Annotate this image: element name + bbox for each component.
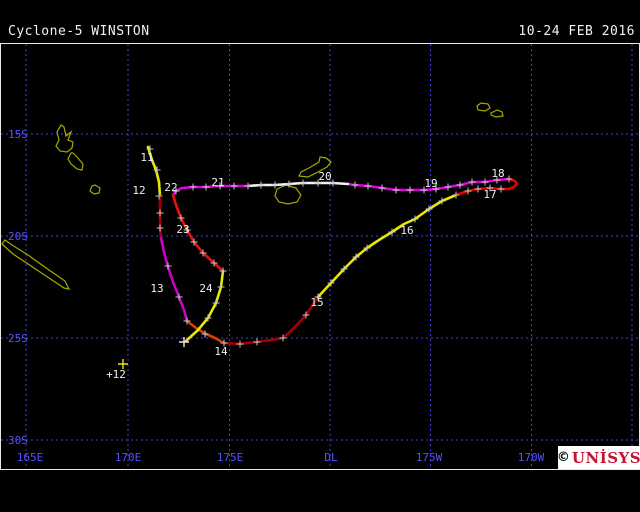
track-segment-cat1-red-14-15 xyxy=(222,295,320,346)
header-bar: Cyclone-5 WINSTON 10-24 FEB 2016 xyxy=(0,0,640,43)
track-segment-cat1-red-22-23 xyxy=(171,193,225,273)
lat-label-15S: 15S xyxy=(8,128,28,141)
map-border xyxy=(0,43,640,470)
track-segment-cat2-magenta-13 xyxy=(159,236,189,323)
grid-layer xyxy=(1,44,639,469)
lon-label-170W: 170W xyxy=(518,451,545,464)
day-label-13: 13 xyxy=(150,282,163,295)
lon-label-165E: 165E xyxy=(17,451,44,464)
lat-label-25S: 25S xyxy=(8,332,28,345)
island-outline-savaii xyxy=(476,102,491,112)
lat-label-20S: 20S xyxy=(8,230,28,243)
copyright-icon: © xyxy=(556,450,570,465)
unisys-logo: © UNİSYS xyxy=(556,446,640,469)
lon-label-175E: 175E xyxy=(217,451,244,464)
day-label-21: 21 xyxy=(211,176,224,189)
day-label-15: 15 xyxy=(310,296,323,309)
island-outline-viti-levu xyxy=(274,184,302,205)
island-outline-vanua-levu xyxy=(298,156,332,178)
lon-label-170E: 170E xyxy=(115,451,142,464)
track-segment-cat1-red-12-13 xyxy=(158,194,163,240)
lat-label-30S: 30S xyxy=(8,434,28,447)
day-label-12: 12 xyxy=(132,184,145,197)
island-outline-new-caledonia xyxy=(1,239,71,290)
cyclone-track xyxy=(146,145,519,346)
island-outline-malakula xyxy=(67,152,84,171)
day-label-23: 23 xyxy=(176,223,189,236)
island-outline-upolu xyxy=(490,109,504,118)
day-label-22: 22 xyxy=(164,181,177,194)
day-label-11: 11 xyxy=(140,151,153,164)
day-label-16: 16 xyxy=(400,224,413,237)
islands-layer xyxy=(1,102,504,290)
map-title: Cyclone-5 WINSTON xyxy=(8,24,150,39)
position-tick-marks xyxy=(146,145,513,348)
day-label-17: 17 xyxy=(483,188,496,201)
date-range: 10-24 FEB 2016 xyxy=(518,24,635,39)
day-label-14: 14 xyxy=(214,345,228,358)
day-label-20: 20 xyxy=(318,170,331,183)
day-label-24: 24 xyxy=(199,282,213,295)
day-label-19: 19 xyxy=(424,177,437,190)
track-segment-ts-yellow-15-16 xyxy=(316,193,458,299)
lon-label-DL: DL xyxy=(324,451,338,464)
track-end-tick xyxy=(179,337,189,347)
day-label-18: 18 xyxy=(491,167,504,180)
unisys-brand-text: UNİSYS xyxy=(571,448,640,467)
stray-position-label: +12 xyxy=(106,368,126,381)
island-outline-espiritu-santo xyxy=(55,124,74,153)
island-outline-efate xyxy=(89,184,101,195)
lon-label-175W: 175W xyxy=(416,451,443,464)
track-segment-cat1-red-17-18-loop xyxy=(454,177,519,197)
stray-position-cross xyxy=(118,359,128,369)
